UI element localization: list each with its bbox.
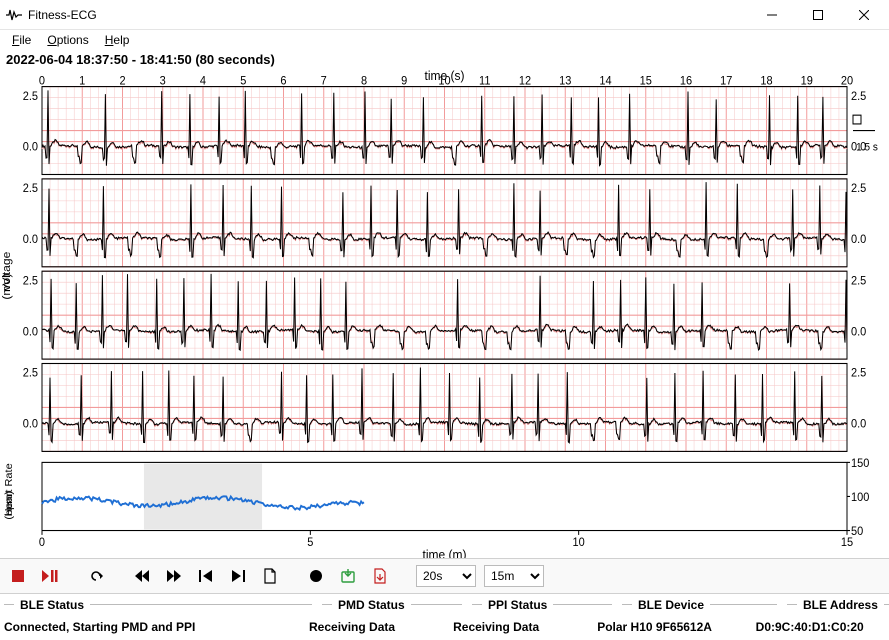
ecg-chart: time (s)voltage(mV)0.02.50.02.5012345678… [0, 69, 889, 558]
svg-text:2.5: 2.5 [23, 183, 38, 196]
svg-text:20: 20 [841, 75, 853, 88]
svg-text:7: 7 [321, 75, 327, 88]
new-document-button[interactable] [258, 564, 282, 588]
svg-text:18: 18 [760, 75, 772, 88]
status-label: BLE Status [14, 598, 90, 612]
span-select[interactable]: 15m [484, 565, 544, 587]
svg-text:100: 100 [851, 491, 869, 504]
status-value: Connected, Starting PMD and PPI [4, 620, 299, 634]
status-label: PPI Status [482, 598, 553, 612]
svg-text:15: 15 [640, 75, 652, 88]
svg-text:9: 9 [401, 75, 407, 88]
play-pause-button[interactable] [38, 564, 62, 588]
menu-file[interactable]: File [4, 31, 39, 49]
menu-options[interactable]: Options [39, 31, 96, 49]
recording-header: 2022-06-04 18:37:50 - 18:41:50 (80 secon… [0, 50, 889, 69]
skip-forward-button[interactable] [226, 564, 250, 588]
svg-text:17: 17 [720, 75, 732, 88]
svg-text:6: 6 [280, 75, 286, 88]
svg-text:13: 13 [559, 75, 571, 88]
minimize-button[interactable] [749, 0, 795, 30]
svg-text:14: 14 [599, 75, 612, 88]
fast-forward-button[interactable] [162, 564, 186, 588]
svg-text:0.0: 0.0 [23, 418, 38, 431]
status-values-row: Connected, Starting PMD and PPI Receivin… [0, 620, 889, 640]
svg-text:2.5: 2.5 [851, 367, 866, 380]
svg-text:4: 4 [200, 75, 207, 88]
svg-text:8: 8 [361, 75, 367, 88]
export-pdf-button[interactable] [368, 564, 392, 588]
svg-text:2.5: 2.5 [851, 90, 866, 103]
svg-text:2: 2 [119, 75, 125, 88]
duration-select[interactable]: 20s [416, 565, 476, 587]
svg-text:2.5: 2.5 [23, 90, 38, 103]
svg-text:10: 10 [438, 75, 450, 88]
svg-text:0: 0 [39, 75, 45, 88]
svg-text:5: 5 [307, 536, 313, 549]
status-field-ppi-status: PPI Status [472, 598, 612, 618]
svg-text:16: 16 [680, 75, 692, 88]
svg-text:(bpm): (bpm) [3, 491, 14, 520]
status-labels-row: BLE Status PMD Status PPI Status BLE Dev… [0, 594, 889, 620]
svg-text:12: 12 [519, 75, 531, 88]
svg-text:time (m): time (m) [423, 548, 467, 558]
status-field-ble-device: BLE Device [622, 598, 777, 618]
svg-text:1.5 s: 1.5 s [856, 141, 878, 154]
status-label: PMD Status [332, 598, 411, 612]
status-field-ble-status: BLE Status [4, 598, 312, 618]
app-icon [6, 7, 22, 23]
undo-button[interactable] [84, 564, 108, 588]
record-button[interactable] [304, 564, 328, 588]
menu-help[interactable]: Help [97, 31, 138, 49]
svg-text:11: 11 [479, 75, 490, 88]
svg-text:0.0: 0.0 [23, 234, 38, 247]
svg-text:0.0: 0.0 [851, 326, 866, 339]
svg-text:2.5: 2.5 [23, 367, 38, 380]
svg-text:19: 19 [801, 75, 813, 88]
svg-text:0.0: 0.0 [851, 234, 866, 247]
toolbar: 20s 15m [0, 558, 889, 594]
menu-bar: File Options Help [0, 30, 889, 50]
status-value: D0:9C:40:D1:C0:20 [756, 620, 885, 634]
status-value: Receiving Data [453, 620, 587, 634]
svg-text:10: 10 [573, 536, 585, 549]
svg-text:15: 15 [841, 536, 853, 549]
maximize-button[interactable] [795, 0, 841, 30]
close-button[interactable] [841, 0, 887, 30]
svg-text:3: 3 [160, 75, 166, 88]
svg-text:0.0: 0.0 [23, 326, 38, 339]
svg-text:2.5: 2.5 [851, 183, 866, 196]
svg-text:0: 0 [39, 536, 45, 549]
stop-button[interactable] [6, 564, 30, 588]
status-value: Polar H10 9F65612A [597, 620, 745, 634]
status-field-pmd-status: PMD Status [322, 598, 462, 618]
svg-text:1: 1 [79, 75, 85, 88]
svg-text:2.5: 2.5 [23, 275, 38, 288]
title-bar: Fitness-ECG [0, 0, 889, 30]
svg-text:150: 150 [851, 457, 869, 470]
svg-text:(mV): (mV) [1, 273, 12, 299]
export-csv-button[interactable] [336, 564, 360, 588]
status-label: BLE Device [632, 598, 710, 612]
svg-text:2.5: 2.5 [851, 275, 866, 288]
status-field-ble-address: BLE Address [787, 598, 889, 618]
window-title: Fitness-ECG [28, 8, 97, 22]
svg-text:0.0: 0.0 [23, 141, 38, 154]
svg-text:0.0: 0.0 [851, 418, 866, 431]
plot-area: time (s)voltage(mV)0.02.50.02.5012345678… [0, 69, 889, 558]
status-label: BLE Address [797, 598, 884, 612]
status-value: Receiving Data [309, 620, 443, 634]
svg-text:5: 5 [240, 75, 246, 88]
skip-back-button[interactable] [194, 564, 218, 588]
rewind-button[interactable] [130, 564, 154, 588]
